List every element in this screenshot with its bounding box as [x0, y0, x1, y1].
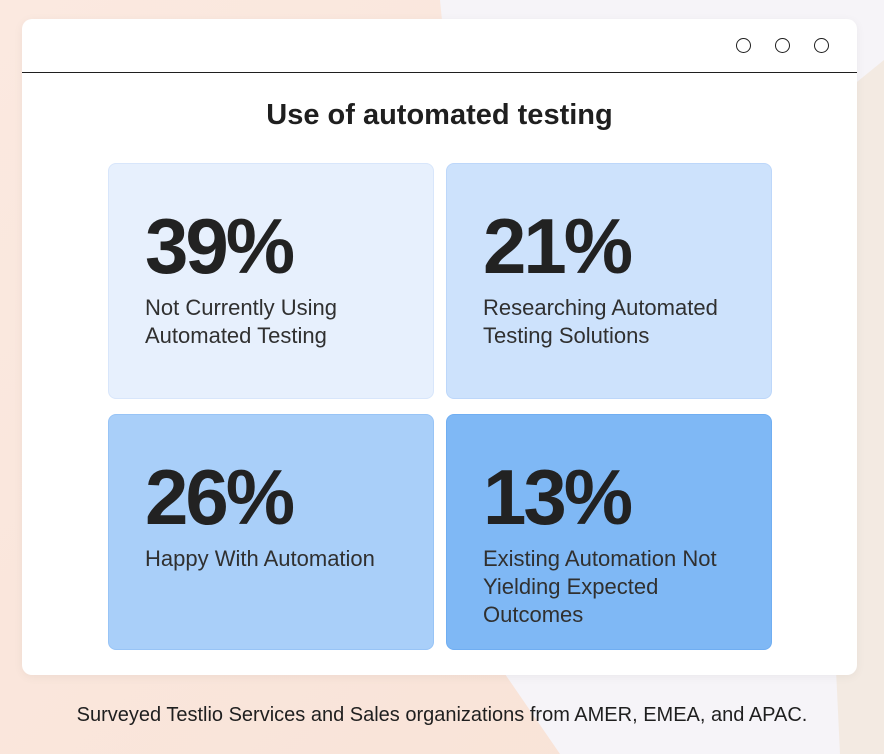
window-control-circle-icon[interactable] [775, 38, 790, 53]
stat-tile-happy: 26% Happy With Automation [108, 414, 434, 650]
footer-caption: Surveyed Testlio Services and Sales orga… [76, 704, 808, 726]
stat-tile-researching: 21% Researching Automated Testing Soluti… [446, 163, 772, 399]
window-control-circle-icon[interactable] [736, 38, 751, 53]
stat-percent: 21% [483, 202, 633, 290]
window-control-circle-icon[interactable] [814, 38, 829, 53]
stat-percent: 39% [145, 202, 295, 290]
stat-tile-not-yielding: 13% Existing Automation Not Yielding Exp… [446, 414, 772, 650]
stat-label: Happy With Automation [145, 546, 375, 571]
stat-tile-not-using: 39% Not Currently Using Automated Testin… [108, 163, 434, 399]
stat-label: Researching Automated Testing Solutions [483, 295, 718, 348]
browser-window: Use of automated testing 39% Not Current… [22, 19, 857, 675]
stat-label: Existing Automation Not Yielding Expecte… [483, 546, 717, 627]
stat-percent: 13% [483, 453, 633, 541]
window-titlebar [22, 19, 857, 73]
stat-percent: 26% [145, 453, 295, 541]
page-title: Use of automated testing [266, 99, 613, 131]
stat-label: Not Currently Using Automated Testing [145, 295, 337, 348]
